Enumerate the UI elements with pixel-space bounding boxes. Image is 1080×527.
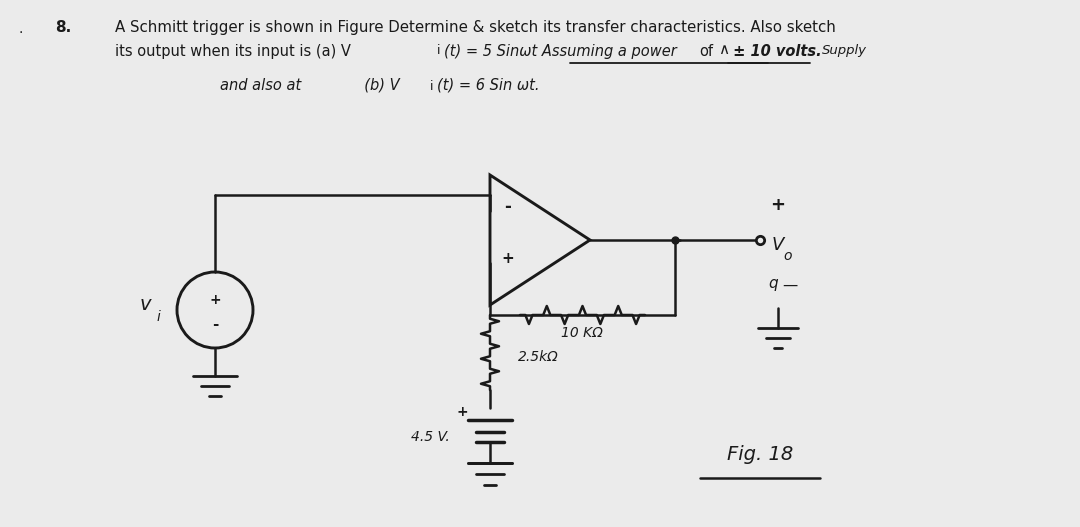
Text: 4.5 V.: 4.5 V. [411,430,450,444]
Text: Fig. 18: Fig. 18 [727,445,793,464]
Text: -: - [212,317,218,331]
Text: its output when its input is (a) V: its output when its input is (a) V [114,44,351,59]
Text: 2.5kΩ: 2.5kΩ [518,350,558,364]
Text: .: . [18,22,23,36]
Text: o: o [784,249,793,263]
Text: Supply: Supply [822,44,867,57]
Text: i: i [157,310,160,324]
Text: (b) V: (b) V [355,78,400,93]
Text: V: V [772,236,784,254]
Text: +: + [770,196,785,214]
Text: +: + [501,251,514,266]
Text: (t) = 5 Sinωt Assuming a power: (t) = 5 Sinωt Assuming a power [444,44,677,59]
Text: v: v [139,296,151,315]
Text: —: — [782,278,798,293]
Text: +: + [210,293,220,307]
Text: and also at: and also at [220,78,301,93]
Text: i: i [437,44,441,57]
Text: ± 10 volts.: ± 10 volts. [728,44,822,59]
Text: of: of [699,44,713,59]
Text: +: + [456,405,468,419]
Text: 8.: 8. [55,20,71,35]
Text: (t) = 6 Sin ωt.: (t) = 6 Sin ωt. [437,78,540,93]
Text: A Schmitt trigger is shown in Figure Determine & sketch its transfer characteris: A Schmitt trigger is shown in Figure Det… [114,20,836,35]
Text: i: i [430,80,433,93]
Text: -: - [504,198,512,216]
Text: ∧: ∧ [718,42,729,57]
Text: q: q [768,276,778,291]
Text: 10 KΩ: 10 KΩ [562,326,603,340]
